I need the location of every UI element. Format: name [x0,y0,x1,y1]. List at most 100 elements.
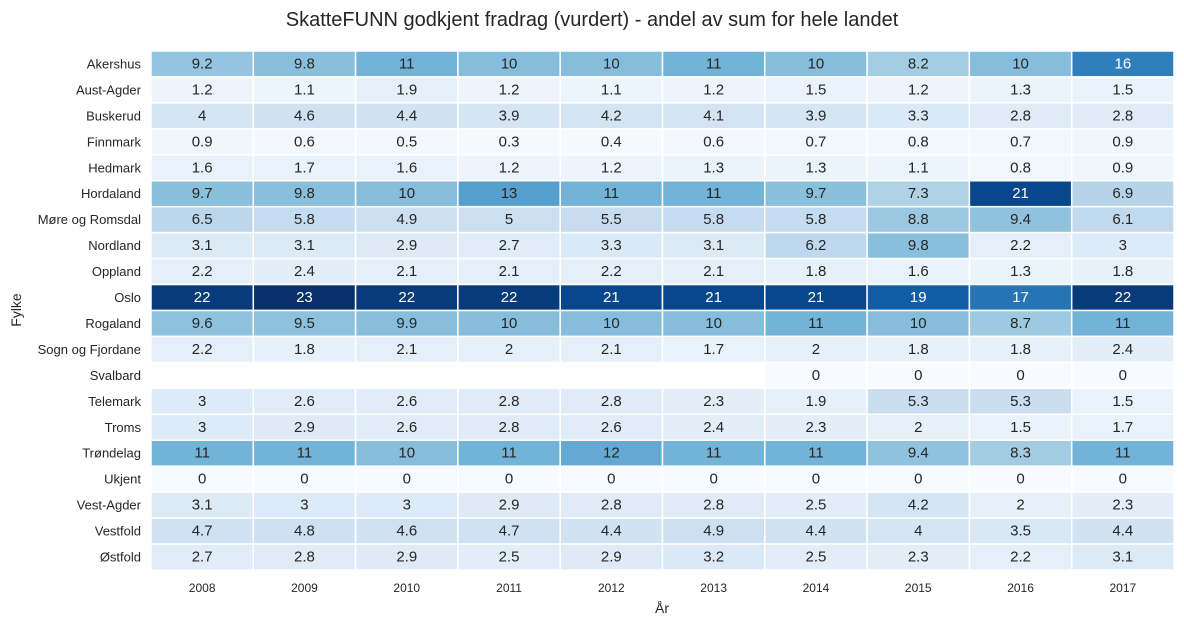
heatmap-cell [661,335,766,364]
heatmap-cell [457,543,561,571]
y-tick-label: Oppland [92,264,141,279]
heatmap-cell [252,309,357,338]
y-tick-label: Vestfold [95,524,141,539]
cell-value-label: 16 [1115,55,1132,72]
cell-value-label: 10 [501,55,518,72]
heatmap-cell [252,335,357,364]
cell-value-label: 1.6 [192,159,213,176]
heatmap-cell [764,283,868,312]
cell-value-label: 0.4 [601,133,622,150]
cell-value-label: 2.2 [192,263,213,280]
cell-value-label: 0 [914,471,922,488]
cell-value-label: 11 [808,315,824,332]
heatmap-cell [252,231,357,260]
cell-value-label: 3.3 [908,107,929,124]
cell-value-label: 4.9 [703,523,724,540]
cell-value-label: 10 [603,55,620,72]
cell-value-label: 1.8 [1112,263,1133,280]
cell-value-label: 2.1 [703,263,724,280]
heatmap-cell [968,180,1073,208]
cell-value-label: 0 [607,471,615,488]
cell-value-label: 10 [910,315,927,332]
heatmap-cell [252,491,357,519]
cell-value-label: 3 [1119,237,1127,254]
cell-value-label: 2.8 [499,393,520,410]
cell-value-label: 21 [705,289,722,306]
cell-value-label: 4.7 [499,523,520,540]
y-tick-label: Nordland [88,238,141,253]
cell-value-label: 2.9 [499,497,520,514]
heatmap-cell [252,154,357,182]
x-tick-label: 2017 [1109,581,1136,595]
y-tick-label: Telemark [88,394,141,409]
cell-value-label: 0.8 [1010,159,1031,176]
cell-value-label: 6.1 [1112,211,1133,228]
cell-value-label: 1.9 [396,81,417,98]
cell-value-label: 1.8 [806,263,827,280]
heatmap-cell [764,231,868,260]
cell-value-label: 11 [1115,445,1131,462]
y-tick-label: Aust-Agder [76,82,142,97]
cell-value-label: 9.7 [806,185,827,202]
heatmap-cell [1070,517,1175,545]
heatmap-cell [866,517,971,545]
cell-value-label: 1.2 [908,81,929,98]
cell-value-label: 3.5 [1010,523,1031,540]
y-tick-label: Hordaland [81,186,141,201]
cell-value-label: 11 [194,445,210,462]
cell-value-label: 3.9 [806,107,827,124]
cell-value-label: 11 [706,185,722,202]
heatmap-cell [866,205,971,234]
cell-value-label: 0 [1016,471,1024,488]
cell-value-label: 2.3 [806,419,827,436]
cell-value-label: 2.9 [396,237,417,254]
y-tick-label: Oslo [114,290,141,305]
cell-value-label: 4 [198,107,206,124]
heatmap-cell [866,465,971,493]
cell-value-label: 2.8 [601,393,622,410]
cell-value-label: 2.1 [601,341,622,358]
heatmap-cell [661,154,766,182]
heatmap-cell [866,283,971,312]
heatmap-cell [150,465,255,493]
x-axis-label: År [655,600,669,616]
heatmap-cell [1070,257,1175,286]
heatmap-cell [1070,309,1175,338]
heatmap-cell [559,387,664,416]
cell-value-label: 9.4 [908,445,929,462]
cell-value-label: 3 [198,393,206,410]
y-tick-label: Vest-Agder [77,498,142,513]
cell-value-label: 5.8 [703,211,724,228]
cell-value-label: 22 [194,289,211,306]
cell-value-label: 10 [501,315,518,332]
heatmap-cell [1070,361,1175,390]
cell-value-label: 2.6 [601,419,622,436]
cell-value-label: 2.1 [396,341,417,358]
cell-value-label: 3.1 [192,237,213,254]
heatmap-cell [354,439,459,467]
cell-value-label: 2.2 [1010,237,1031,254]
cell-value-label: 2.5 [806,549,827,566]
cell-value-label: 2.9 [601,549,622,566]
cell-value-label: 1.2 [192,81,213,98]
cell-value-label: 2.8 [499,419,520,436]
cell-value-label: 2.3 [908,549,929,566]
heatmap-cell [252,387,357,416]
heatmap-cell [764,102,868,130]
y-tick-label: Buskerud [86,108,141,123]
heatmap-cell [866,50,971,78]
heatmap-cell-labels: 9.2 9.8 11 10 10 11 10 8.2 10 16 1.2 1.1 1.9 1.2 1.1 1.… [192,55,1134,565]
cell-value-label: 2.8 [1112,107,1133,124]
cell-value-label: 2 [914,419,922,436]
heatmap-cell [661,128,766,156]
heatmap-cell [150,283,255,312]
heatmap-cell [559,283,664,312]
cell-value-label: 1.2 [703,81,724,98]
heatmap-cell [354,180,459,208]
heatmap-cell [252,76,357,104]
heatmap-cell [457,205,561,234]
cell-value-label: 22 [501,289,518,306]
cell-value-label: 9.6 [192,315,213,332]
cell-value-label: 0 [198,471,206,488]
